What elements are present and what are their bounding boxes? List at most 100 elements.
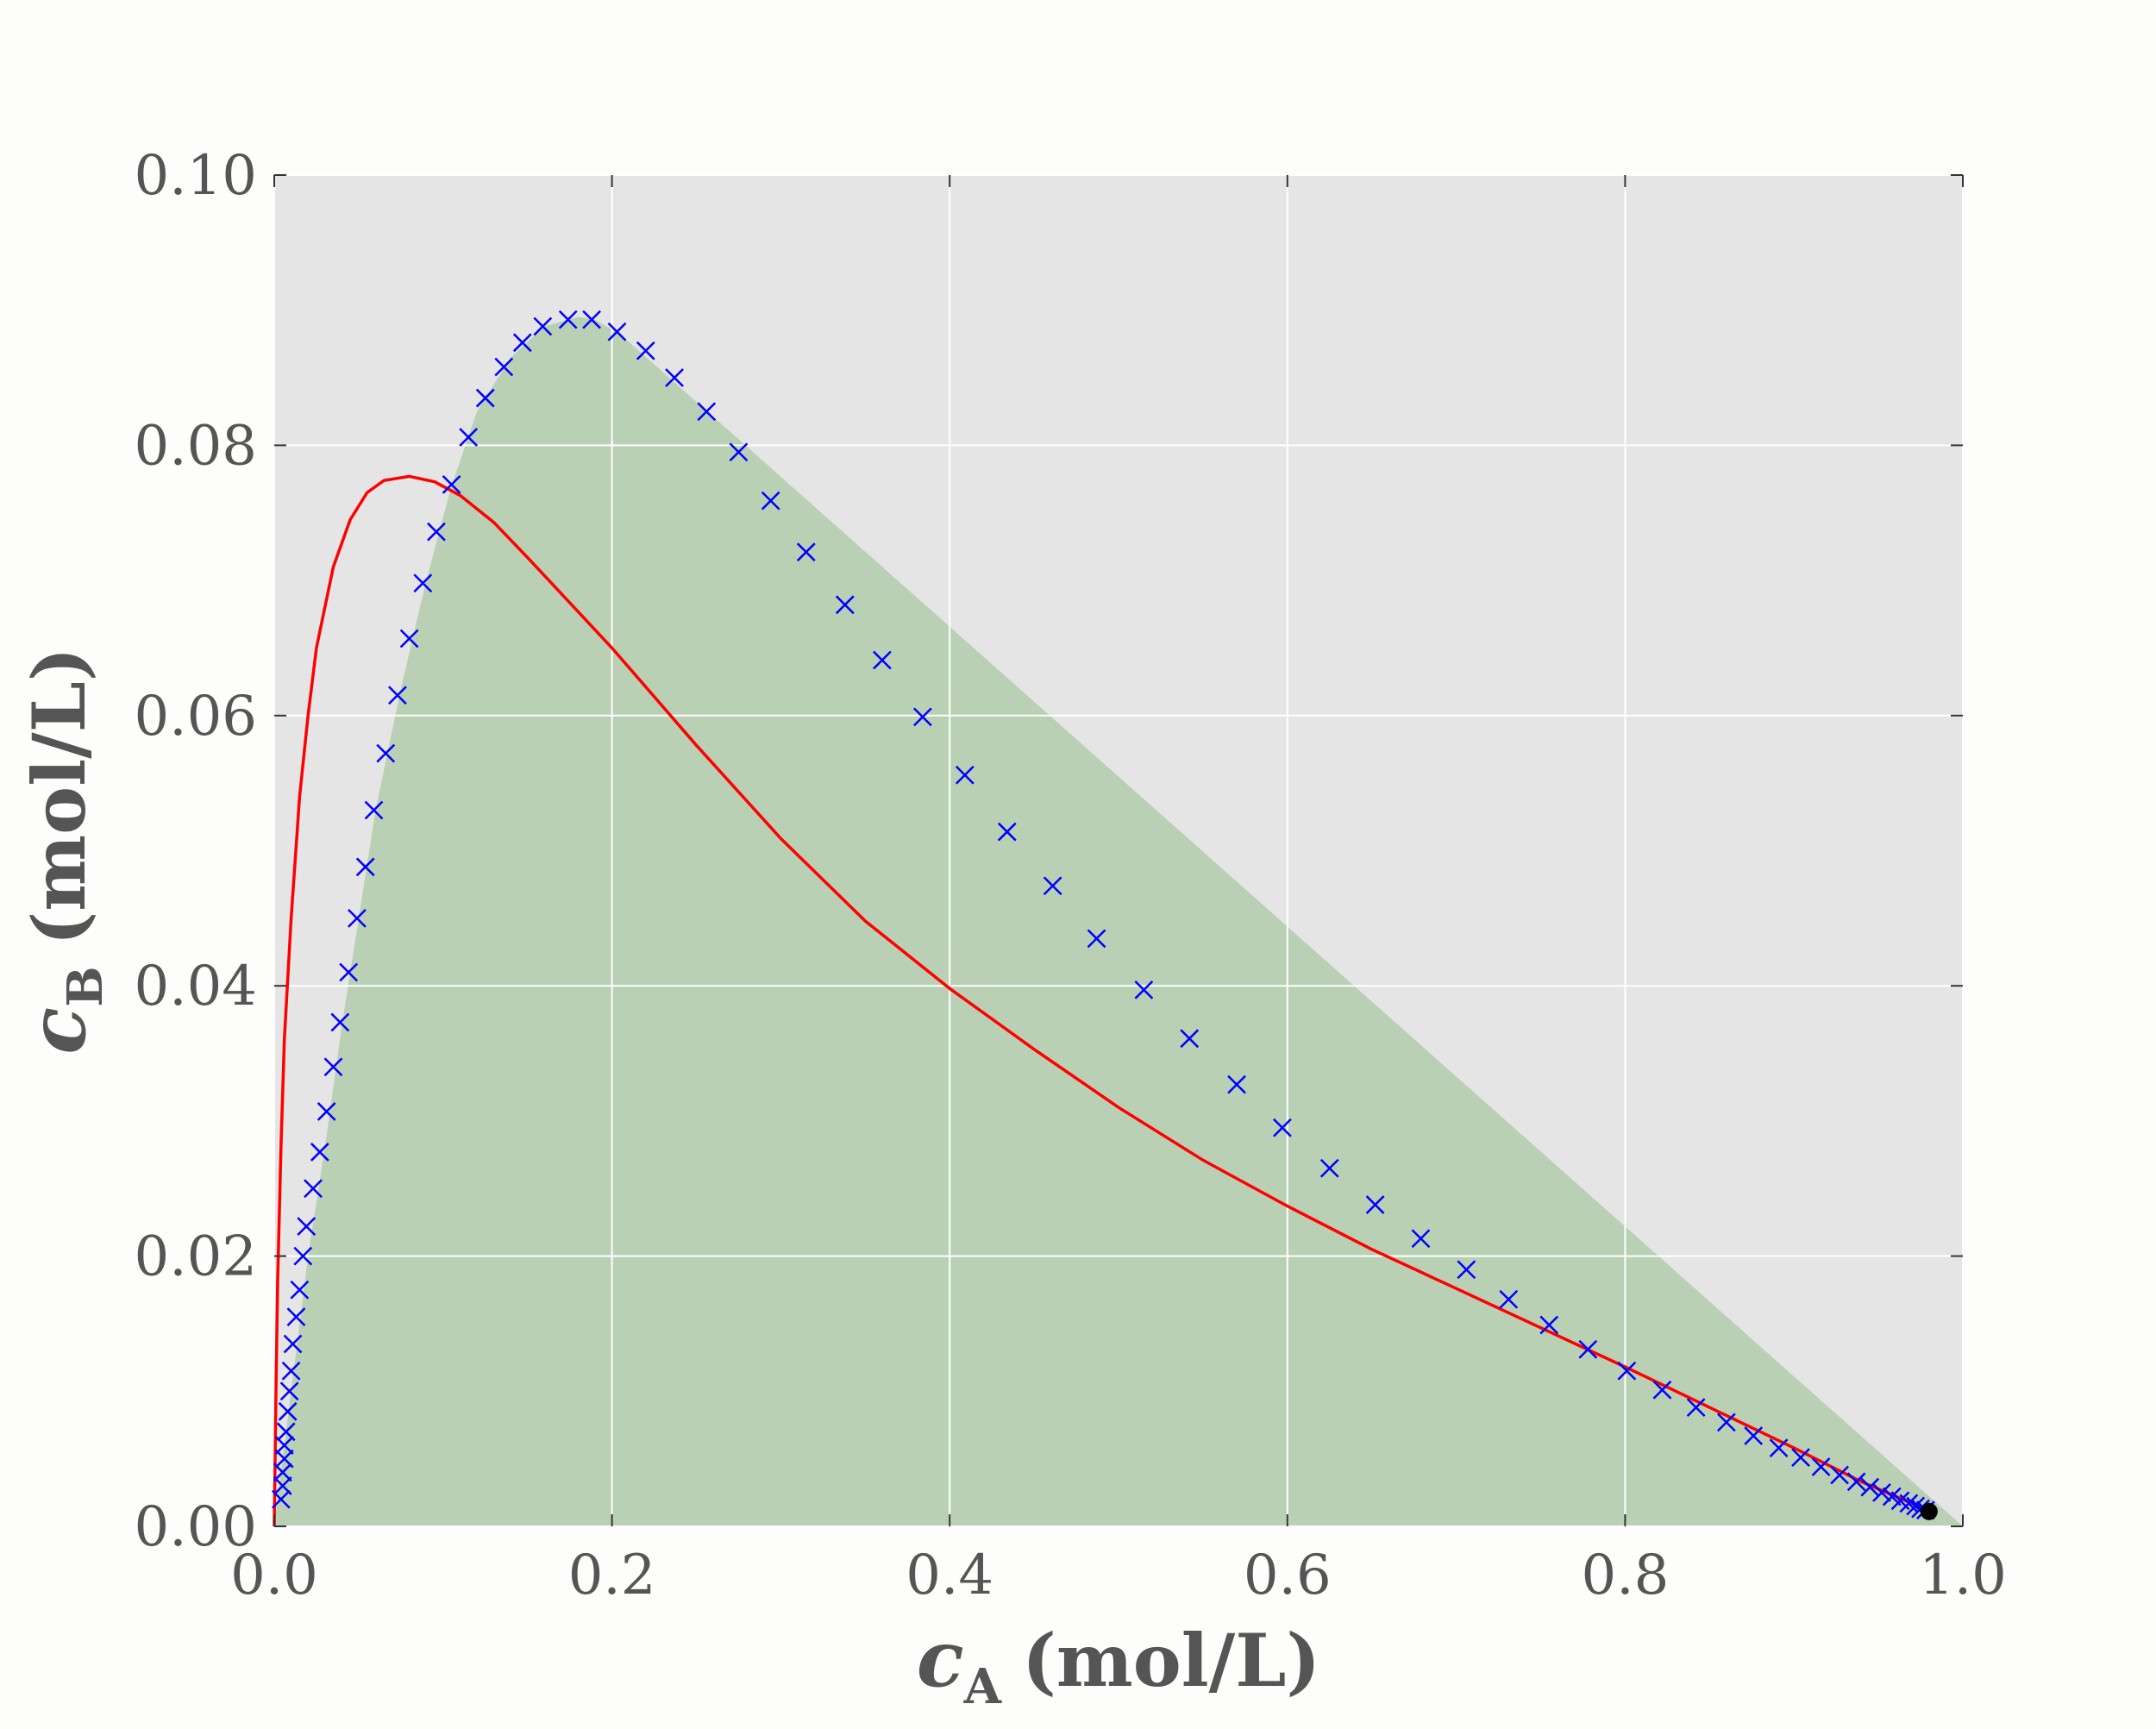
x-marker-point [1716,1413,1736,1432]
x-marker-point [1319,1158,1339,1178]
x-marker-point [290,1280,310,1300]
x-marker-point [665,368,684,387]
x-marker-point [1872,1482,1891,1502]
x-marker-point [339,962,359,982]
y-tick-label: 0.08 [135,414,258,478]
x-marker-point [512,333,532,353]
x-marker-point [1860,1477,1880,1497]
x-marker-point [1744,1426,1764,1445]
x-marker-point [304,1179,323,1199]
x-tick-label: 0.0 [230,1544,318,1607]
x-marker-point [912,707,932,727]
x-marker-point [1652,1380,1672,1400]
x-marker-point [276,1422,296,1442]
x-marker-point [1180,1029,1200,1049]
x-marker-point [283,1334,303,1354]
x-marker-point [1365,1195,1385,1214]
x-marker-point [279,1381,299,1401]
x-marker-point [1617,1361,1637,1381]
x-marker-point [1134,980,1154,999]
grid-lines [273,174,1964,1527]
x-marker-point [310,1143,329,1162]
axis-ticks [273,174,1964,1527]
x-marker-point [274,1449,294,1469]
x-tick-label: 1.0 [1919,1544,2007,1607]
y-tick-label: 0.06 [135,685,258,749]
x-marker-point [636,341,655,360]
x-axis-label-subscript: A [963,1658,1003,1715]
y-axis-label: cB (mol/L) [12,647,114,1054]
x-marker-point [558,310,578,329]
x-tick-labels: 0.0 0.2 0.4 0.6 0.8 1.0 [230,1544,2007,1607]
x-marker-point [494,357,514,377]
x-marker-point [459,428,479,447]
x-marker-point [1578,1339,1598,1359]
x-marker-point [997,822,1017,842]
x-marker-point [1846,1472,1866,1492]
x-tick-label: 0.6 [1244,1544,1332,1607]
x-marker-point [1811,1457,1831,1476]
x-marker-point [273,1476,292,1495]
x-marker-point [582,310,601,329]
x-marker-point [388,686,407,705]
x-marker-point [293,1246,313,1266]
x-marker-point [1043,876,1062,896]
x-axis-label-unit: (mol/L) [1022,1618,1320,1703]
x-tick-label: 0.2 [568,1544,656,1607]
x-marker-point [348,908,367,928]
x-axis-label: cA (mol/L) [917,1613,1320,1715]
x-marker-point [1791,1448,1810,1467]
x-marker-point [796,542,816,562]
x-marker-point [297,1217,317,1237]
x-marker-point [330,1012,350,1032]
x-marker-point [1411,1229,1431,1249]
y-axis-label-symbol: c [12,1007,103,1055]
attainable-region-fill [274,316,1963,1526]
x-marker-point [1830,1465,1849,1485]
x-marker-point [323,1057,343,1077]
x-marker-point [364,800,384,820]
x-marker-point [697,402,717,422]
x-marker-point [376,743,396,763]
x-marker-point [399,629,419,648]
x-axis-label-symbol: c [917,1613,964,1705]
x-marker-point [729,442,749,462]
x-marker-point [286,1307,306,1326]
x-marker-point [1686,1398,1706,1417]
x-marker-point [413,573,433,593]
endpoint-marker-group [1920,1502,1938,1520]
y-tick-label: 0.00 [135,1495,258,1559]
x-marker-point [1769,1438,1789,1457]
x-marker-point [1087,929,1106,949]
x-marker-point [281,1361,301,1381]
y-tick-label: 0.02 [135,1225,258,1289]
y-tick-label: 0.04 [135,955,258,1018]
y-axis-label-unit: (mol/L) [16,647,102,945]
x-marker-point [1539,1315,1559,1335]
x-marker-point [427,522,446,542]
x-marker-point [1227,1074,1246,1094]
x-marker-point [442,474,461,494]
x-marker-point [533,316,553,336]
x-marker-point [1499,1289,1519,1309]
x-marker-point [872,650,892,670]
y-tick-label: 0.10 [135,144,258,208]
x-tick-label: 0.4 [906,1544,993,1607]
x-marker-point [355,857,375,877]
x-marker-point [761,491,780,511]
red-curve-line [273,474,1930,1527]
x-marker-point [317,1102,336,1121]
x-marker-point [607,322,627,341]
y-axis-label-subscript: B [57,966,114,1006]
x-marker-point [1457,1260,1476,1280]
x-marker-point [955,765,975,785]
x-marker-point [1899,1494,1919,1513]
x-marker-point [278,1401,298,1421]
x-marker-series [271,310,1935,1520]
x-marker-point [1273,1118,1292,1137]
endpoint-marker [1920,1502,1938,1520]
x-marker-point [835,595,855,615]
y-tick-labels: 0.00 0.02 0.04 0.06 0.08 0.10 [135,144,258,1559]
